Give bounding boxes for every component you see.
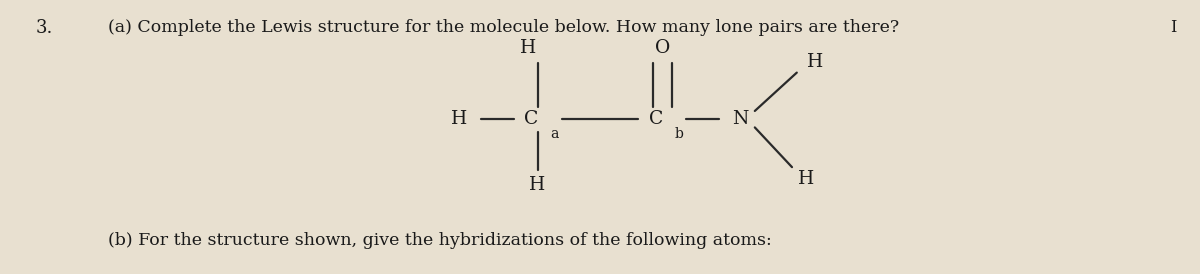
Text: a: a (551, 127, 558, 141)
Text: C: C (524, 110, 539, 128)
Text: H: H (798, 170, 815, 189)
Text: H: H (520, 39, 536, 57)
Text: I: I (1170, 19, 1177, 36)
Text: (b) For the structure shown, give the hybridizations of the following atoms:: (b) For the structure shown, give the hy… (108, 232, 772, 249)
Text: b: b (674, 127, 684, 141)
Text: H: H (529, 176, 546, 194)
Text: (a) Complete the Lewis structure for the molecule below. How many lone pairs are: (a) Complete the Lewis structure for the… (108, 19, 899, 36)
Text: C: C (649, 110, 664, 128)
Text: H: H (806, 53, 823, 71)
Text: N: N (732, 110, 749, 128)
Text: 3.: 3. (36, 19, 53, 37)
Text: H: H (451, 110, 468, 128)
Text: O: O (655, 39, 670, 57)
